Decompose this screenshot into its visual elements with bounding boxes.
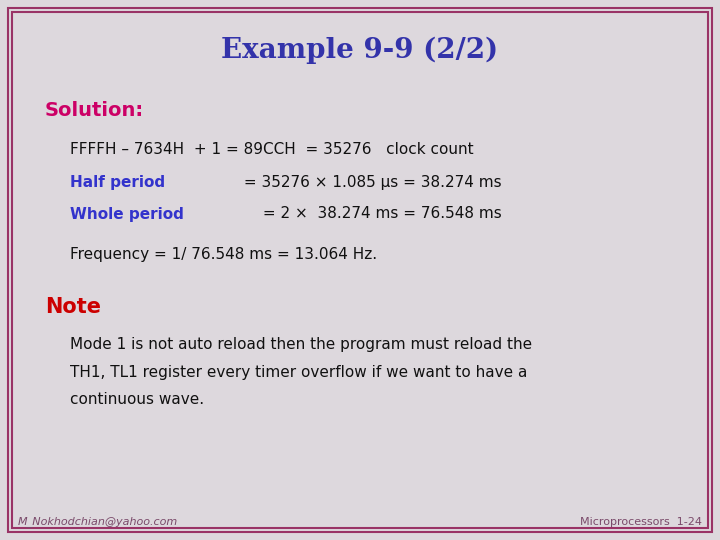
Text: Microprocessors  1-24: Microprocessors 1-24 — [580, 517, 702, 527]
Text: Example 9-9 (2/2): Example 9-9 (2/2) — [222, 36, 498, 64]
Text: Half period: Half period — [70, 174, 165, 190]
Text: TH1, TL1 register every timer overflow if we want to have a: TH1, TL1 register every timer overflow i… — [70, 364, 527, 380]
Text: FFFFH – 7634H  + 1 = 89CCH  = 35276   clock count: FFFFH – 7634H + 1 = 89CCH = 35276 clock … — [70, 143, 474, 158]
Text: Frequency = 1/ 76.548 ms = 13.064 Hz.: Frequency = 1/ 76.548 ms = 13.064 Hz. — [70, 247, 377, 262]
Text: Whole period: Whole period — [70, 206, 184, 221]
Text: Note: Note — [45, 297, 101, 317]
Text: = 2 ×  38.274 ms = 76.548 ms: = 2 × 38.274 ms = 76.548 ms — [258, 206, 502, 221]
Text: = 35276 × 1.085 μs = 38.274 ms: = 35276 × 1.085 μs = 38.274 ms — [239, 174, 502, 190]
Text: Solution:: Solution: — [45, 100, 144, 119]
Text: continuous wave.: continuous wave. — [70, 392, 204, 407]
Text: Mode 1 is not auto reload then the program must reload the: Mode 1 is not auto reload then the progr… — [70, 338, 532, 353]
Text: M_Nokhodchian@yahoo.com: M_Nokhodchian@yahoo.com — [18, 517, 179, 528]
